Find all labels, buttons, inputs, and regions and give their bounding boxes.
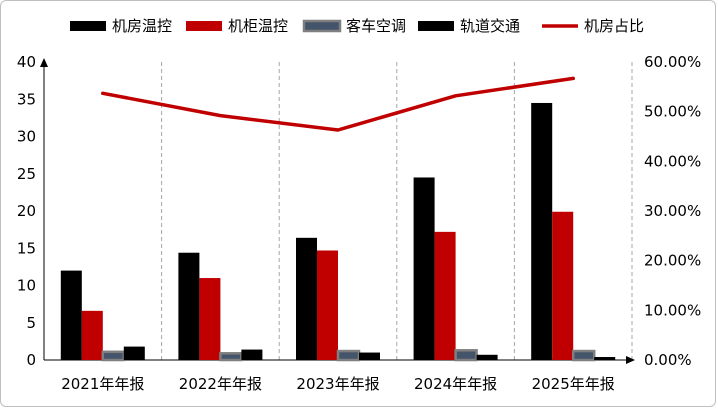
x-tick-label: 2025年年报: [532, 375, 615, 393]
legend-label: 机房占比: [584, 17, 644, 35]
bar-series-1: [199, 278, 221, 360]
legend-label: 机柜温控: [228, 17, 288, 35]
legend-swatch: [418, 21, 454, 31]
bar-series-2: [101, 350, 126, 362]
bar-series-0: [531, 102, 553, 360]
x-tick-label: 2021年年报: [61, 375, 144, 393]
x-tick-label: 2023年年报: [296, 375, 379, 393]
legend-swatch: [302, 19, 342, 33]
bar-series-2: [219, 352, 243, 362]
y-right-tick-label: 10.00%: [644, 301, 701, 319]
y-left-tick-label: 25: [17, 165, 36, 183]
y-axis-left-arrow: [40, 58, 48, 67]
y-right-tick-label: 50.00%: [644, 103, 701, 121]
y-left-tick-label: 5: [26, 314, 36, 332]
bar-series-0: [60, 270, 82, 360]
bar-series-2: [571, 349, 596, 362]
bar-series-2: [454, 349, 478, 362]
y-left-tick-label: 40: [17, 53, 36, 71]
bar-series-1: [552, 211, 574, 360]
bar-series-0: [296, 237, 317, 360]
y-right-tick-label: 20.00%: [644, 252, 701, 270]
legend-label: 轨道交通: [460, 17, 520, 35]
legend-label: 客车空调: [346, 17, 406, 35]
bar-series-0: [413, 177, 435, 360]
bar-series-1: [81, 310, 103, 360]
x-tick-label: 2022年年报: [179, 375, 262, 393]
bar-series-0: [178, 252, 200, 360]
y-left-tick-label: 20: [17, 202, 36, 220]
legend-swatch: [186, 21, 222, 31]
y-right-tick-label: 60.00%: [644, 53, 701, 71]
y-right-tick-label: 40.00%: [644, 152, 701, 170]
x-tick-label: 2024年年报: [414, 375, 497, 393]
legend-label: 机房温控: [112, 17, 172, 35]
x-axis-arrow: [626, 356, 635, 364]
y-left-tick-label: 15: [17, 239, 36, 257]
bar-series-2: [336, 349, 361, 362]
bar-series-1: [317, 250, 338, 360]
bar-series-3: [594, 357, 616, 360]
y-right-tick-label: 30.00%: [644, 202, 701, 220]
bar-series-3: [123, 346, 145, 360]
y-left-tick-label: 10: [17, 277, 36, 295]
legend-swatch: [70, 21, 106, 31]
y-left-tick-label: 0: [26, 351, 36, 369]
y-left-tick-label: 30: [17, 128, 36, 146]
bar-series-3: [476, 354, 498, 360]
line-series-4: [101, 76, 575, 132]
bar-series-3: [241, 349, 263, 360]
bar-series-1: [434, 231, 456, 360]
y-left-tick-label: 35: [17, 90, 36, 108]
bar-series-3: [359, 352, 380, 360]
y-right-tick-label: 0.00%: [644, 351, 692, 369]
